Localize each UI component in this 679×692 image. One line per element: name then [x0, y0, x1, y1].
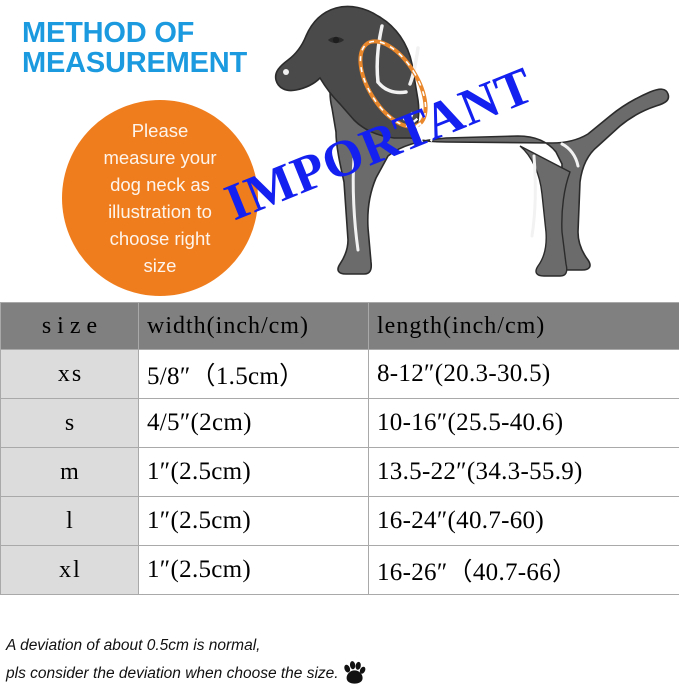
table-row: xs 5/8″（1.5cm） 8-12″(20.3-30.5)	[0, 349, 679, 399]
column-header-size: size	[0, 302, 139, 350]
cell-length: 13.5-22″(34.3-55.9)	[368, 447, 679, 497]
cell-size: xl	[0, 545, 139, 595]
callout-text: Please measure your dog neck as illustra…	[103, 120, 217, 276]
table-row: s 4/5″(2cm) 10-16″(25.5-40.6)	[0, 398, 679, 448]
cell-size: xs	[0, 349, 139, 399]
table-header-row: size width(inch/cm) length(inch/cm)	[0, 302, 679, 350]
column-header-length: length(inch/cm)	[368, 302, 679, 350]
footer-line-2: pls consider the deviation when choose t…	[6, 665, 339, 682]
cell-width: 5/8″（1.5cm）	[138, 349, 369, 399]
dog-illustration: NECK	[270, 0, 679, 306]
column-header-width: width(inch/cm)	[138, 302, 369, 350]
dog-body-shape	[329, 56, 670, 277]
footer-note: A deviation of about 0.5cm is normal, pl…	[6, 632, 666, 688]
footer-line-2-wrap: pls consider the deviation when choose t…	[6, 660, 367, 688]
cell-length: 16-24″(40.7-60)	[368, 496, 679, 546]
table-row: m 1″(2.5cm) 13.5-22″(34.3-55.9)	[0, 447, 679, 497]
cell-length: 10-16″(25.5-40.6)	[368, 398, 679, 448]
neck-measure-ring	[358, 39, 428, 129]
table-row: xl 1″(2.5cm) 16-26″（40.7-66）	[0, 545, 679, 595]
cell-size: s	[0, 398, 139, 448]
page-title: METHOD OF MEASUREMENT	[22, 17, 247, 79]
cell-size: m	[0, 447, 139, 497]
cell-size: l	[0, 496, 139, 546]
footer-line-1: A deviation of about 0.5cm is normal,	[6, 637, 261, 654]
measurement-callout: Please measure your dog neck as illustra…	[62, 100, 258, 296]
table-row: l 1″(2.5cm) 16-24″(40.7-60)	[0, 496, 679, 546]
size-table: size width(inch/cm) length(inch/cm) xs 5…	[0, 302, 679, 595]
cell-length: 16-26″（40.7-66）	[368, 545, 679, 595]
cell-width: 4/5″(2cm)	[138, 398, 369, 448]
cell-width: 1″(2.5cm)	[138, 545, 369, 595]
cell-width: 1″(2.5cm)	[138, 447, 369, 497]
cell-length: 8-12″(20.3-30.5)	[368, 349, 679, 399]
cell-width: 1″(2.5cm)	[138, 496, 369, 546]
paw-print-icon	[341, 660, 367, 686]
